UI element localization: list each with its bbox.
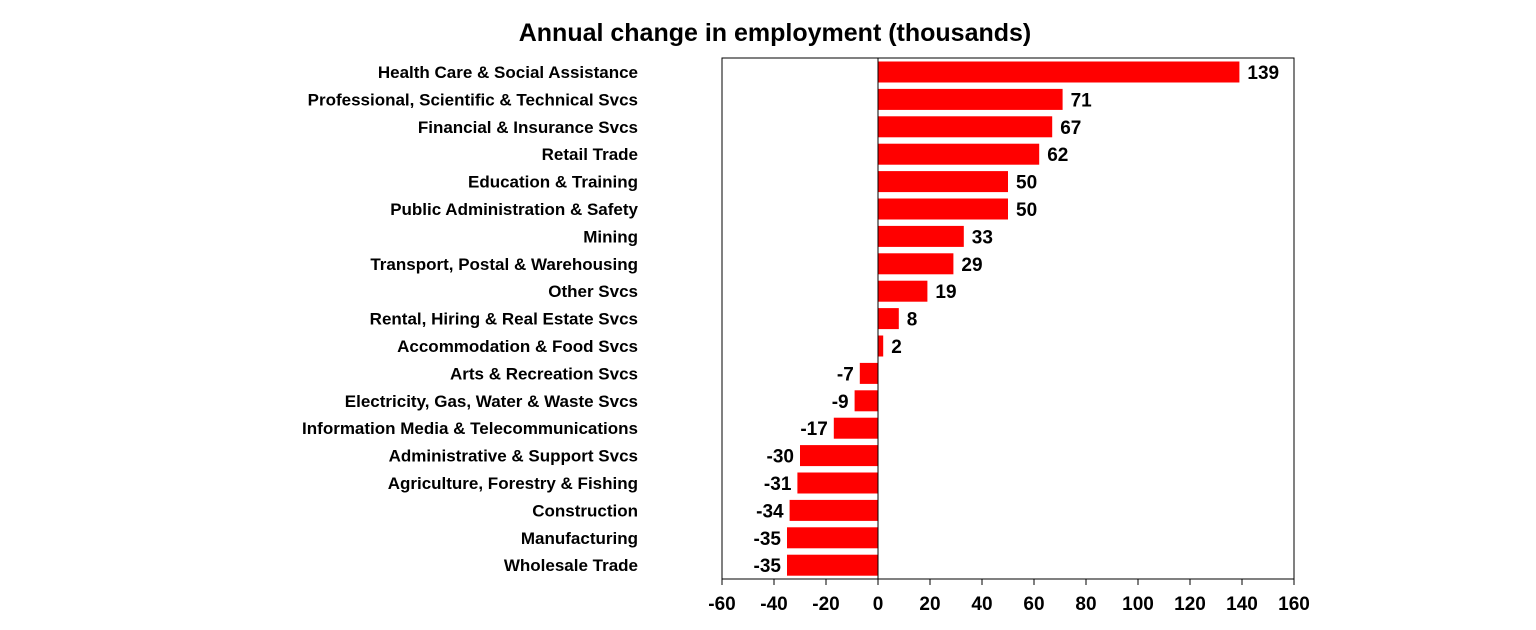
value-label-18: -35 bbox=[754, 556, 782, 577]
value-label-2: 67 bbox=[1060, 118, 1081, 139]
bar-4 bbox=[878, 171, 1008, 193]
category-label-6: Mining bbox=[583, 227, 638, 246]
value-label-3: 62 bbox=[1047, 145, 1068, 166]
bar-8 bbox=[878, 280, 928, 302]
value-label-12: -9 bbox=[832, 392, 849, 413]
bar-13 bbox=[833, 417, 878, 439]
bar-17 bbox=[787, 527, 878, 549]
value-label-9: 8 bbox=[907, 310, 918, 331]
category-label-13: Information Media & Telecommunications bbox=[302, 419, 638, 438]
category-label-3: Retail Trade bbox=[542, 145, 638, 164]
bar-10 bbox=[878, 335, 884, 357]
bars-layer bbox=[787, 61, 1240, 576]
bar-16 bbox=[789, 499, 878, 521]
category-label-18: Wholesale Trade bbox=[504, 556, 638, 575]
bar-18 bbox=[787, 554, 878, 576]
value-label-16: -34 bbox=[756, 501, 784, 522]
category-label-11: Arts & Recreation Svcs bbox=[450, 364, 638, 383]
x-tick-label-1: -40 bbox=[760, 594, 787, 615]
x-tick-label-11: 160 bbox=[1278, 594, 1310, 615]
bar-12 bbox=[854, 390, 878, 412]
bar-0 bbox=[878, 61, 1240, 83]
bar-15 bbox=[797, 472, 878, 494]
x-tick-label-3: 0 bbox=[873, 594, 884, 615]
category-label-8: Other Svcs bbox=[548, 282, 638, 301]
x-tick-label-4: 20 bbox=[919, 594, 940, 615]
x-tick-label-7: 80 bbox=[1075, 594, 1096, 615]
bar-14 bbox=[800, 445, 878, 467]
x-tick-label-5: 40 bbox=[971, 594, 992, 615]
value-label-7: 29 bbox=[961, 255, 982, 276]
x-tick-label-10: 140 bbox=[1226, 594, 1258, 615]
category-label-15: Agriculture, Forestry & Fishing bbox=[388, 474, 638, 493]
x-tick-label-2: -20 bbox=[812, 594, 839, 615]
category-label-2: Financial & Insurance Svcs bbox=[418, 118, 638, 137]
category-label-9: Rental, Hiring & Real Estate Svcs bbox=[370, 310, 638, 329]
bar-3 bbox=[878, 143, 1040, 165]
category-label-5: Public Administration & Safety bbox=[390, 200, 638, 219]
bar-5 bbox=[878, 198, 1008, 220]
value-label-6: 33 bbox=[972, 227, 993, 248]
value-label-8: 19 bbox=[935, 282, 956, 303]
category-label-12: Electricity, Gas, Water & Waste Svcs bbox=[345, 392, 638, 411]
value-label-17: -35 bbox=[754, 529, 782, 550]
x-tick-label-6: 60 bbox=[1023, 594, 1044, 615]
bar-2 bbox=[878, 116, 1053, 138]
category-labels: Health Care & Social Assistance Professio… bbox=[302, 63, 638, 575]
category-label-17: Manufacturing bbox=[521, 529, 638, 548]
category-label-14: Administrative & Support Svcs bbox=[389, 447, 638, 466]
category-label-0: Health Care & Social Assistance bbox=[378, 63, 638, 82]
category-label-16: Construction bbox=[532, 501, 638, 520]
category-label-10: Accommodation & Food Svcs bbox=[397, 337, 638, 356]
value-label-15: -31 bbox=[764, 474, 792, 495]
value-label-10: 2 bbox=[891, 337, 902, 358]
value-label-0: 139 bbox=[1247, 63, 1279, 84]
chart-title: Annual change in employment (thousands) bbox=[519, 19, 1032, 47]
value-label-1: 71 bbox=[1071, 90, 1093, 111]
value-label-14: -30 bbox=[767, 447, 794, 468]
value-label-13: -17 bbox=[800, 419, 827, 440]
bar-9 bbox=[878, 308, 899, 330]
category-label-7: Transport, Postal & Warehousing bbox=[370, 255, 638, 274]
bar-6 bbox=[878, 225, 964, 247]
x-tick-label-0: -60 bbox=[708, 594, 735, 615]
x-axis: -60 -40 -20 0 20 40 60 80 100 120 140 160 bbox=[708, 58, 1310, 615]
bar-11 bbox=[859, 362, 878, 384]
bar-7 bbox=[878, 253, 954, 275]
category-label-1: Professional, Scientific & Technical Svc… bbox=[308, 90, 638, 109]
x-tick-label-9: 120 bbox=[1174, 594, 1206, 615]
category-label-4: Education & Training bbox=[468, 173, 638, 192]
value-label-11: -7 bbox=[837, 364, 854, 385]
x-tick-label-8: 100 bbox=[1122, 594, 1154, 615]
value-label-5: 50 bbox=[1016, 200, 1037, 221]
plot-area-frame bbox=[721, 57, 1295, 580]
bar-1 bbox=[878, 88, 1063, 110]
value-label-4: 50 bbox=[1016, 173, 1037, 194]
